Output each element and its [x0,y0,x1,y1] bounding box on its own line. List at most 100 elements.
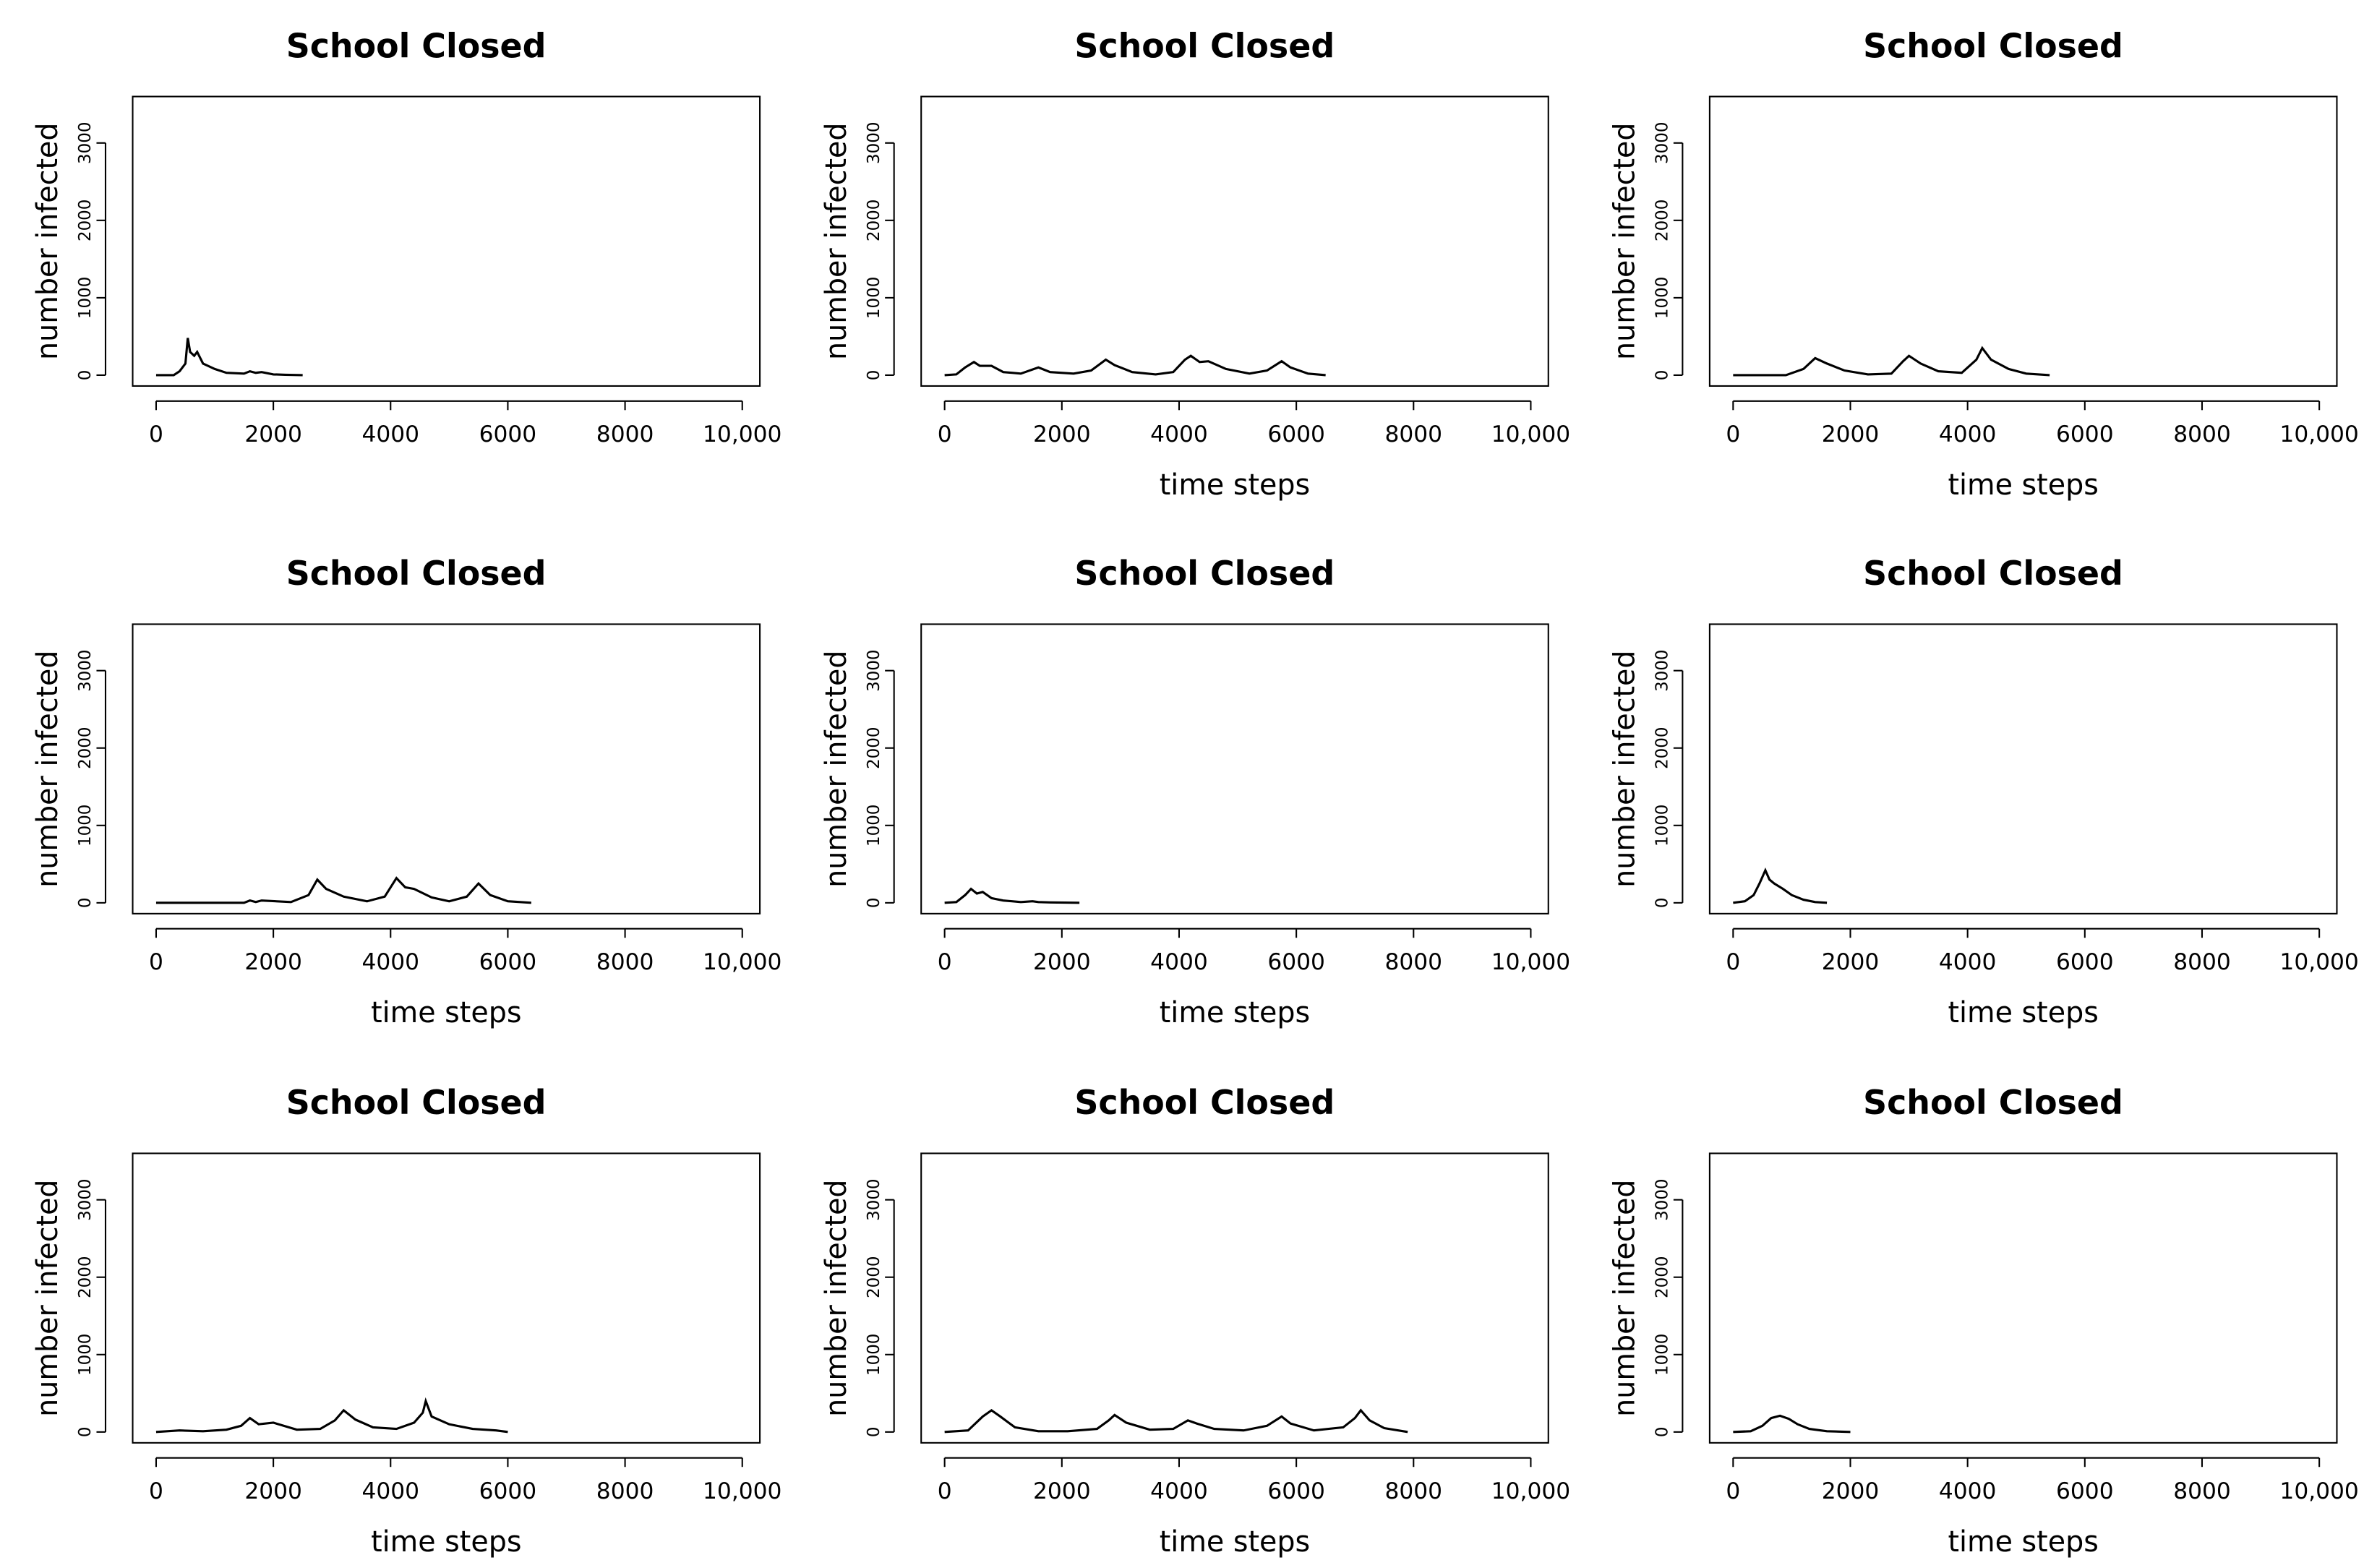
y-tick-label: 3000 [1653,1178,1672,1220]
x-tick-label: 6000 [2056,421,2114,447]
x-tick-label: 2000 [1822,1478,1880,1504]
x-tick-label: 4000 [361,949,419,975]
chart-title: School Closed [1863,1083,2123,1122]
x-tick-label: 8000 [596,421,654,447]
x-axis-label: time steps [371,1525,521,1559]
panel: School Closed 0 2000 4000 6000 8000 10,000 time… [820,26,1570,502]
plot-box [920,1152,1549,1444]
x-tick-label: 2000 [244,949,302,975]
x-tick-label: 10,000 [1491,421,1570,447]
y-tick-label: 0 [76,370,95,381]
x-tick-label: 2000 [244,1478,302,1504]
y-tick-label: 1000 [865,277,883,319]
x-tick-label: 8000 [596,1478,654,1504]
y-tick-label: 1000 [76,805,95,847]
y-tick-label: 2000 [76,727,95,769]
plot-box [132,623,761,914]
panel: School Closed 0 2000 4000 6000 8000 10,000 time… [31,1083,781,1559]
y-tick-label: 0 [865,898,883,909]
y-tick-label: 1000 [865,805,883,847]
x-tick-label: 0 [938,949,952,975]
y-tick-label: 3000 [1653,649,1672,691]
x-tick-label: 0 [1726,949,1740,975]
y-tick-label: 0 [1653,370,1672,381]
x-tick-label: 0 [149,949,163,975]
x-tick-label: 6000 [1267,949,1325,975]
x-tick-label: 4000 [1939,1478,1997,1504]
x-tick-label: 4000 [361,1478,419,1504]
x-tick-label: 2000 [1822,421,1880,447]
panel: School Closed 0 2000 4000 6000 8000 10,000 time… [820,1083,1570,1559]
x-tick-label: 8000 [2173,949,2231,975]
x-tick-label: 2000 [1822,949,1880,975]
y-tick-label: 3000 [1653,122,1672,164]
x-tick-label: 10,000 [2279,421,2358,447]
y-axis-label: number infected [820,1179,853,1416]
x-axis-label: time steps [1160,996,1310,1029]
data-line [944,887,1080,904]
x-tick-label: 2000 [1033,949,1091,975]
y-tick-label: 2000 [76,200,95,241]
data-line [1733,867,1828,904]
x-tick-label: 8000 [2173,1478,2231,1504]
x-tick-label: 10,000 [1491,1478,1570,1504]
x-tick-label: 6000 [479,421,537,447]
x-axis-label: time steps [1948,468,2098,502]
y-tick-label: 1000 [1653,1334,1672,1376]
plot-box [132,95,761,387]
x-tick-label: 10,000 [2279,1478,2358,1504]
chart-title: School Closed [286,1083,547,1122]
y-tick-label: 1000 [1653,277,1672,319]
chart-title: School Closed [1074,26,1335,65]
y-axis-label: number infected [820,123,853,360]
y-tick-label: 0 [865,1427,883,1438]
plot-box [132,1152,761,1444]
y-axis-label: number infected [1609,1179,1642,1416]
x-axis-label: time steps [1160,468,1310,502]
panel: School Closed 0 2000 4000 6000 8000 10,000 time… [1609,1083,2359,1559]
y-tick-label: 3000 [865,1178,883,1220]
y-tick-label: 0 [76,898,95,909]
x-tick-label: 2000 [244,421,302,447]
x-tick-label: 10,000 [703,1478,781,1504]
data-line [155,1397,508,1434]
x-tick-label: 0 [1726,1478,1740,1504]
x-tick-label: 6000 [479,949,537,975]
y-tick-label: 1000 [865,1334,883,1376]
x-tick-label: 8000 [1384,1478,1442,1504]
y-tick-label: 1000 [76,1334,95,1376]
y-tick-label: 2000 [1653,1256,1672,1298]
y-axis-label: number infected [31,650,64,887]
y-tick-label: 3000 [76,1178,95,1220]
x-axis-label: time steps [1160,1525,1310,1559]
chart-title: School Closed [1074,1083,1335,1122]
y-tick-label: 1000 [1653,805,1672,847]
chart-title: School Closed [286,554,547,593]
data-line [944,354,1326,377]
panel: School Closed 0 2000 4000 6000 8000 10,000 time… [1609,554,2359,1029]
x-tick-label: 4000 [1150,1478,1208,1504]
y-axis-label: number infected [820,650,853,887]
data-line [155,338,303,377]
x-tick-label: 0 [149,1478,163,1504]
x-tick-label: 8000 [2173,421,2231,447]
x-tick-label: 4000 [361,421,419,447]
y-tick-label: 2000 [1653,727,1672,769]
y-tick-label: 3000 [76,649,95,691]
x-tick-label: 10,000 [1491,949,1570,975]
x-tick-label: 10,000 [703,949,781,975]
y-axis-label: number infected [31,123,64,360]
data-line [1733,1414,1851,1434]
panel: School Closed 0 2000 4000 6000 8000 10,000 time… [31,554,781,1029]
panel: School Closed 0 2000 4000 6000 8000 10,000 time… [1609,26,2359,502]
x-tick-label: 4000 [1939,421,1997,447]
x-tick-label: 2000 [1033,421,1091,447]
y-tick-label: 3000 [865,122,883,164]
y-tick-label: 2000 [865,200,883,241]
data-line [1733,346,2050,377]
x-axis-label: time steps [371,996,521,1029]
x-tick-label: 8000 [596,949,654,975]
x-tick-label: 4000 [1939,949,1997,975]
x-tick-label: 0 [938,1478,952,1504]
